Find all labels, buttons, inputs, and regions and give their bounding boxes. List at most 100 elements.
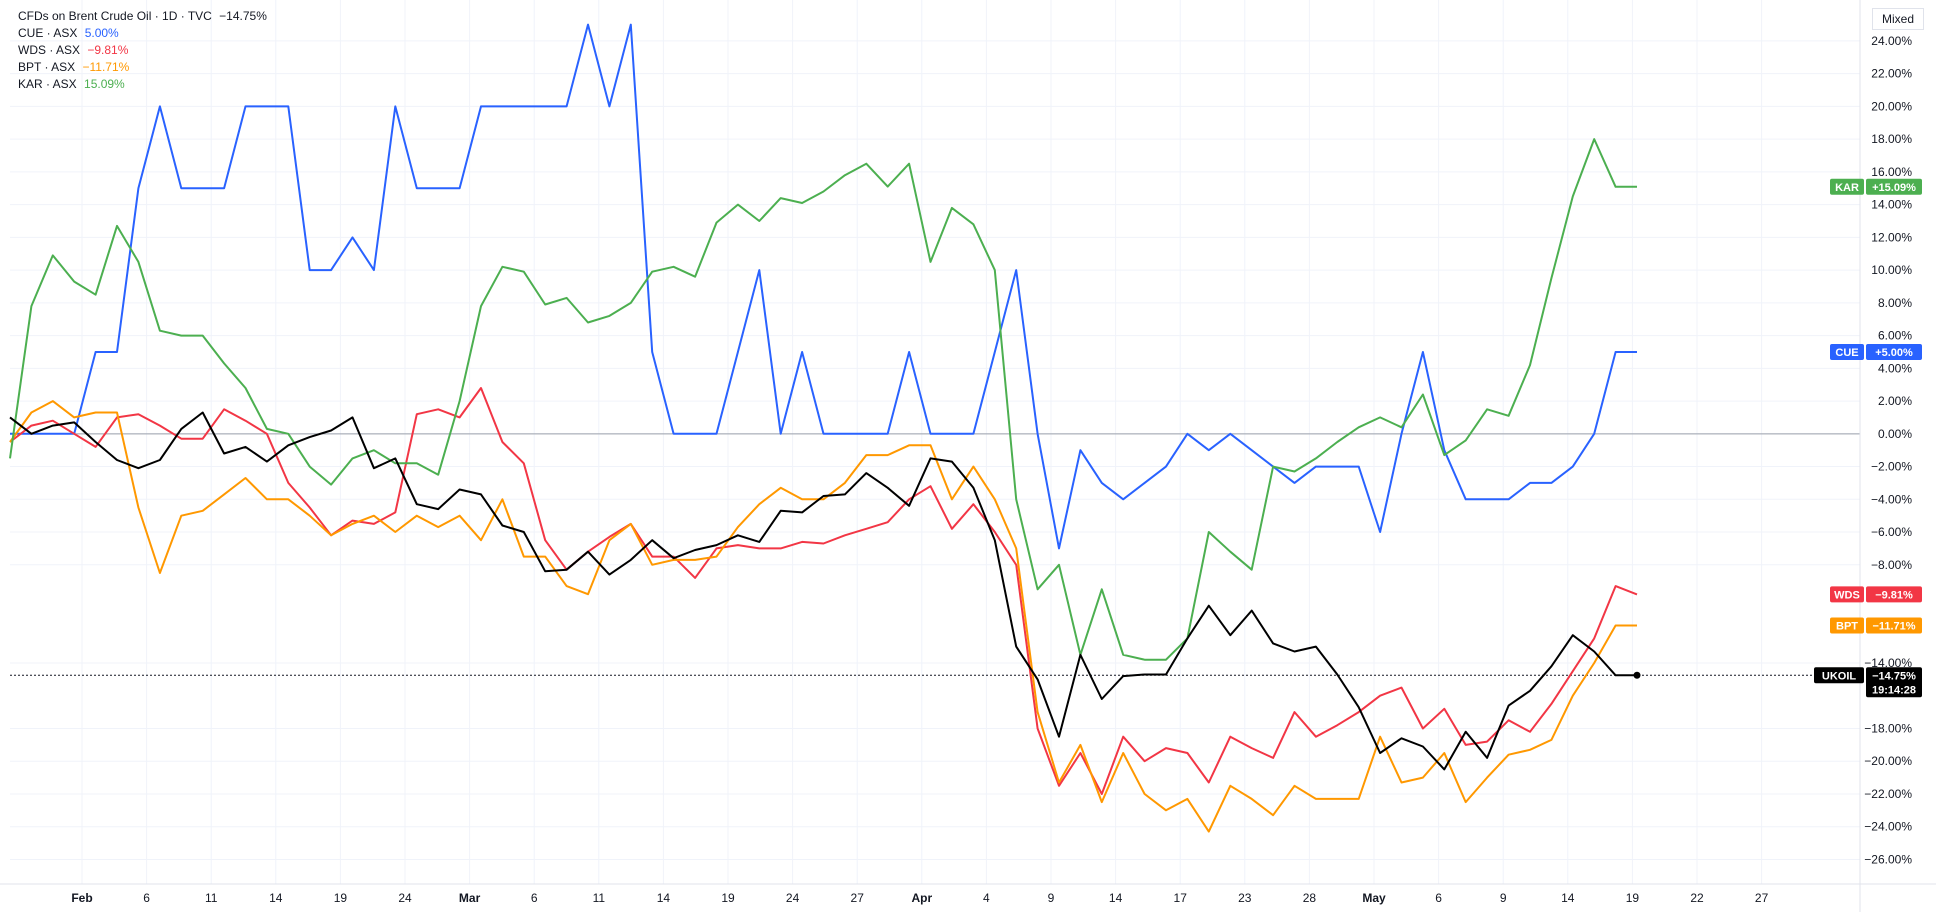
x-tick-label: 17 xyxy=(1174,891,1188,905)
badge-ticker: BPT xyxy=(1836,621,1858,633)
x-tick-label: 14 xyxy=(1109,891,1123,905)
y-tick-label: −24.00% xyxy=(1864,820,1912,834)
y-tick-label: −4.00% xyxy=(1871,492,1912,506)
x-tick-label: 27 xyxy=(1755,891,1769,905)
chart-title: CFDs on Brent Crude Oil · 1D · TVC xyxy=(18,9,212,23)
legend-value: −11.71% xyxy=(82,60,130,74)
series-line xyxy=(10,23,1637,550)
x-tick-label: Mar xyxy=(459,891,481,905)
price-badge-ukoil: UKOIL −14.75% 19:14:28 xyxy=(1814,667,1922,698)
y-tick-label: −14.00% xyxy=(1864,656,1912,670)
y-tick-label: −8.00% xyxy=(1871,558,1912,572)
x-tick-label: 19 xyxy=(1626,891,1640,905)
x-tick-label: Feb xyxy=(71,891,92,905)
y-tick-label: 22.00% xyxy=(1871,67,1912,81)
y-tick-label: −2.00% xyxy=(1871,460,1912,474)
badge-ticker: UKOIL xyxy=(1822,670,1857,682)
price-badge-bpt: BPT −11.71% xyxy=(1830,617,1922,634)
y-tick-label: 24.00% xyxy=(1871,34,1912,48)
badge-ticker-bg xyxy=(1830,343,1864,360)
y-axis-panel[interactable] xyxy=(1860,0,1936,912)
legend-label: CUE · ASX xyxy=(18,26,78,40)
price-badge-kar: KAR +15.09% xyxy=(1830,178,1922,195)
y-tick-label: 14.00% xyxy=(1871,198,1912,212)
x-tick-label: 19 xyxy=(334,891,348,905)
badge-value-bg xyxy=(1866,667,1922,698)
x-tick-label: 6 xyxy=(143,891,150,905)
y-tick-label: 12.00% xyxy=(1871,230,1912,244)
x-tick-label: 4 xyxy=(983,891,990,905)
badge-value: −14.75% xyxy=(1872,670,1916,682)
x-tick-label: 24 xyxy=(786,891,800,905)
series-line xyxy=(9,411,1637,771)
y-tick-label: 2.00% xyxy=(1878,394,1912,408)
x-tick-label: 28 xyxy=(1303,891,1317,905)
chart-title-value: −14.75% xyxy=(219,9,267,23)
legend-title-row[interactable]: CFDs on Brent Crude Oil · 1D · TVC −14.7… xyxy=(18,8,267,25)
x-tick-label: 22 xyxy=(1690,891,1704,905)
x-tick-label: 27 xyxy=(851,891,865,905)
series-lines xyxy=(9,23,1641,833)
legend-label: KAR · ASX xyxy=(18,77,77,91)
badge-value: −11.71% xyxy=(1872,621,1915,633)
series-line xyxy=(9,138,1637,661)
badge-value-bg xyxy=(1866,343,1922,360)
price-badges: KAR +15.09% CUE +5.00% WDS −9.81% BPT −11.71% UK… xyxy=(1814,178,1922,698)
x-tick-label: 11 xyxy=(593,891,606,905)
legend-item-bpt[interactable]: BPT · ASX −11.71% xyxy=(18,59,267,76)
legend-label: BPT · ASX xyxy=(18,60,76,74)
badge-ticker: CUE xyxy=(1835,347,1858,359)
y-tick-label: −18.00% xyxy=(1864,721,1912,735)
legend-label: WDS · ASX xyxy=(18,43,81,57)
price-badge-cue: CUE +5.00% xyxy=(1830,343,1922,360)
x-tick-label: 9 xyxy=(1048,891,1055,905)
badge-ticker-bg xyxy=(1830,586,1864,603)
badge-value: +15.09% xyxy=(1872,182,1916,194)
y-tick-label: −26.00% xyxy=(1864,852,1912,866)
x-tick-label: 23 xyxy=(1238,891,1252,905)
y-tick-label: −22.00% xyxy=(1864,787,1912,801)
last-price-dot xyxy=(1633,671,1641,679)
y-tick-label: 0.00% xyxy=(1878,427,1912,441)
y-tick-label: −6.00% xyxy=(1871,525,1912,539)
x-axis-ticks: Feb 6 11 14 19 24 Mar 6 11 14 19 24 27 Apr 4 9 14 17 23 28 M… xyxy=(71,891,1768,905)
x-tick-label: 6 xyxy=(531,891,538,905)
badge-ticker-bg xyxy=(1830,178,1864,195)
badge-value-bg xyxy=(1866,586,1922,603)
y-tick-label: 18.00% xyxy=(1871,132,1912,146)
legend-item-wds[interactable]: WDS · ASX −9.81% xyxy=(18,42,267,59)
x-tick-label: 14 xyxy=(1561,891,1575,905)
badge-countdown: 19:14:28 xyxy=(1872,684,1916,696)
x-tick-label: Apr xyxy=(911,891,932,905)
legend-value: −9.81% xyxy=(87,43,129,57)
x-tick-label: 9 xyxy=(1500,891,1507,905)
x-tick-label: 19 xyxy=(721,891,735,905)
x-tick-label: 24 xyxy=(398,891,412,905)
scale-mode-button[interactable]: Mixed xyxy=(1872,8,1924,30)
series-line xyxy=(9,400,1637,833)
legend-value: 15.09% xyxy=(84,77,125,91)
badge-value-bg xyxy=(1866,617,1922,634)
x-tick-label: 6 xyxy=(1435,891,1442,905)
price-badge-wds: WDS −9.81% xyxy=(1830,586,1922,603)
badge-ticker-bg xyxy=(1830,617,1864,634)
legend-item-cue[interactable]: CUE · ASX 5.00% xyxy=(18,25,267,42)
x-tick-label: 14 xyxy=(269,891,283,905)
y-tick-label: −20.00% xyxy=(1864,754,1912,768)
chart-legend: CFDs on Brent Crude Oil · 1D · TVC −14.7… xyxy=(18,8,267,93)
badge-ticker-bg xyxy=(1814,667,1864,684)
legend-item-kar[interactable]: KAR · ASX 15.09% xyxy=(18,76,267,93)
y-tick-label: 4.00% xyxy=(1878,361,1912,375)
grid-lines xyxy=(10,0,1860,884)
y-tick-label: 10.00% xyxy=(1871,263,1912,277)
badge-value: +5.00% xyxy=(1875,347,1913,359)
x-tick-label: May xyxy=(1362,891,1386,905)
x-tick-label: 14 xyxy=(657,891,671,905)
y-tick-label: 6.00% xyxy=(1878,329,1912,343)
y-axis-ticks: 24.00% 22.00% 20.00% 18.00% 16.00% 14.00% 12.0… xyxy=(1864,34,1912,867)
y-tick-label: 16.00% xyxy=(1871,165,1912,179)
badge-ticker: WDS xyxy=(1834,589,1860,601)
badge-value: −9.81% xyxy=(1875,589,1913,601)
series-line xyxy=(9,387,1638,795)
